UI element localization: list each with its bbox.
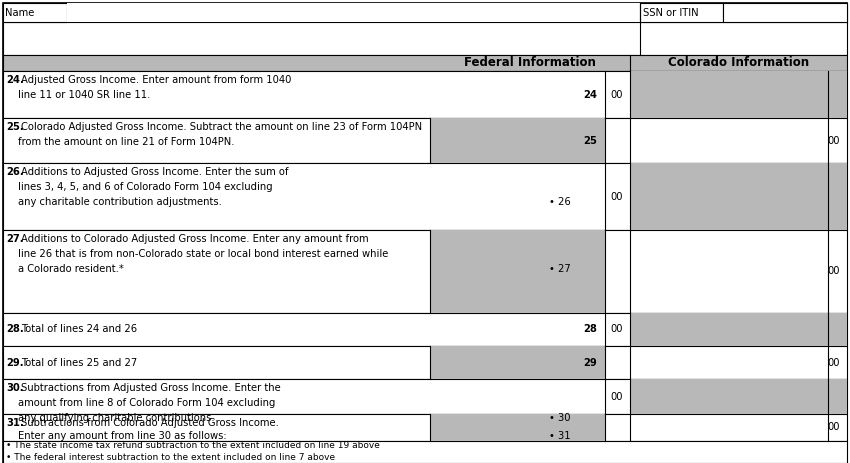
Bar bbox=[3, 414, 847, 441]
Text: Adjusted Gross Income. Enter amount from form 1040: Adjusted Gross Income. Enter amount from… bbox=[21, 75, 292, 85]
Text: Total of lines 24 and 26: Total of lines 24 and 26 bbox=[21, 325, 137, 334]
Text: 24.: 24. bbox=[6, 75, 24, 85]
Bar bbox=[3, 163, 847, 230]
Text: line 11 or 1040 SR line 11.: line 11 or 1040 SR line 11. bbox=[18, 90, 150, 100]
Text: lines 3, 4, 5, and 6 of Colorado Form 104 excluding: lines 3, 4, 5, and 6 of Colorado Form 10… bbox=[18, 182, 273, 192]
Bar bbox=[630, 71, 847, 118]
Text: 00: 00 bbox=[611, 392, 623, 401]
Text: line 26 that is from non-Colorado state or local bond interest earned while: line 26 that is from non-Colorado state … bbox=[18, 249, 388, 259]
Bar bbox=[430, 346, 605, 379]
Text: 28.: 28. bbox=[6, 325, 24, 334]
Text: 27.: 27. bbox=[6, 234, 24, 244]
Text: Subtractions from Colorado Adjusted Gross Income.: Subtractions from Colorado Adjusted Gros… bbox=[21, 418, 279, 428]
Bar bbox=[3, 3, 847, 22]
Text: 00: 00 bbox=[611, 192, 623, 201]
Text: 00: 00 bbox=[611, 89, 623, 100]
Bar bbox=[3, 441, 847, 463]
Bar bbox=[430, 230, 605, 313]
Bar bbox=[3, 22, 847, 55]
Text: Additions to Adjusted Gross Income. Enter the sum of: Additions to Adjusted Gross Income. Ente… bbox=[21, 167, 288, 177]
Text: Subtractions from Adjusted Gross Income. Enter the: Subtractions from Adjusted Gross Income.… bbox=[21, 383, 280, 393]
Text: Additions to Colorado Adjusted Gross Income. Enter any amount from: Additions to Colorado Adjusted Gross Inc… bbox=[21, 234, 369, 244]
Text: any qualifying charitable contributions.: any qualifying charitable contributions. bbox=[18, 413, 214, 423]
Text: • The federal interest subtraction to the extent included on line 7 above: • The federal interest subtraction to th… bbox=[6, 453, 335, 463]
Bar bbox=[630, 379, 847, 414]
Bar bbox=[67, 3, 640, 22]
Bar bbox=[3, 346, 847, 379]
Bar bbox=[3, 118, 847, 163]
Text: • 31: • 31 bbox=[549, 431, 571, 441]
Text: • 30: • 30 bbox=[549, 413, 571, 423]
Text: 29.: 29. bbox=[6, 357, 24, 368]
Text: 00: 00 bbox=[828, 267, 840, 276]
Text: 00: 00 bbox=[828, 357, 840, 368]
Bar bbox=[3, 379, 847, 414]
Text: 25.: 25. bbox=[6, 122, 24, 132]
Text: amount from line 8 of Colorado Form 104 excluding: amount from line 8 of Colorado Form 104 … bbox=[18, 398, 275, 408]
Text: Enter any amount from line 30 as follows:: Enter any amount from line 30 as follows… bbox=[18, 431, 227, 441]
Text: • 27: • 27 bbox=[549, 264, 571, 274]
Text: • The state income tax refund subtraction to the extent included on line 19 abov: • The state income tax refund subtractio… bbox=[6, 440, 380, 450]
Text: a Colorado resident.*: a Colorado resident.* bbox=[18, 264, 124, 274]
Text: from the amount on line 21 of Form 104PN.: from the amount on line 21 of Form 104PN… bbox=[18, 137, 235, 147]
Text: 26.: 26. bbox=[6, 167, 24, 177]
Bar bbox=[3, 230, 847, 313]
Text: 00: 00 bbox=[611, 325, 623, 334]
Text: 29: 29 bbox=[583, 357, 597, 368]
Bar bbox=[3, 55, 847, 71]
Text: 24: 24 bbox=[583, 89, 597, 100]
Bar bbox=[630, 313, 847, 346]
Text: 28: 28 bbox=[583, 325, 597, 334]
Text: 31.: 31. bbox=[6, 418, 24, 428]
Bar bbox=[630, 163, 847, 230]
Bar bbox=[3, 313, 847, 346]
Text: 00: 00 bbox=[828, 423, 840, 432]
Text: 30.: 30. bbox=[6, 383, 24, 393]
Text: Name: Name bbox=[5, 7, 34, 18]
Bar bbox=[723, 3, 847, 22]
Bar bbox=[430, 118, 605, 163]
Text: SSN or ITIN: SSN or ITIN bbox=[643, 7, 699, 18]
Bar bbox=[3, 3, 67, 22]
Text: Federal Information: Federal Information bbox=[464, 56, 596, 69]
Bar bbox=[430, 414, 605, 441]
Text: 25: 25 bbox=[583, 136, 597, 145]
Text: Colorado Information: Colorado Information bbox=[668, 56, 809, 69]
Text: any charitable contribution adjustments.: any charitable contribution adjustments. bbox=[18, 197, 222, 207]
Text: Colorado Adjusted Gross Income. Subtract the amount on line 23 of Form 104PN: Colorado Adjusted Gross Income. Subtract… bbox=[21, 122, 422, 132]
Text: Total of lines 25 and 27: Total of lines 25 and 27 bbox=[21, 357, 137, 368]
Bar bbox=[3, 71, 847, 118]
Text: 00: 00 bbox=[828, 136, 840, 145]
Bar bbox=[640, 3, 723, 22]
Text: • 26: • 26 bbox=[549, 197, 571, 207]
